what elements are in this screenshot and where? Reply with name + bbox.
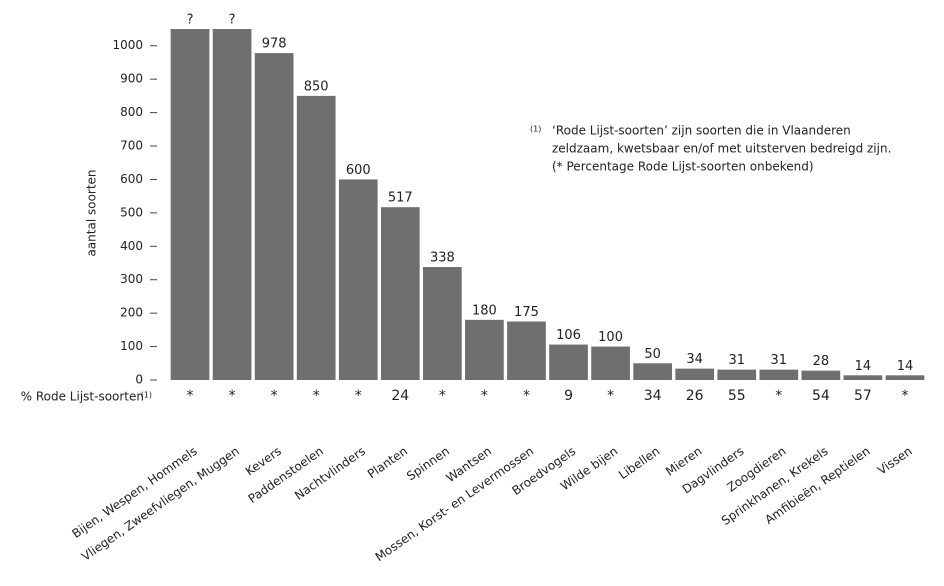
y-tick-label: 100: [120, 339, 143, 353]
row-value: 57: [854, 388, 872, 404]
row-value: *: [523, 388, 530, 404]
row-value: *: [355, 388, 362, 404]
footnote-line: ‘Rode Lijst-soorten’ zijn soorten die in…: [552, 124, 851, 138]
y-tick-label: 900: [120, 72, 143, 86]
value-label: 175: [514, 305, 539, 320]
bar: [801, 370, 841, 380]
row-value: *: [775, 388, 782, 404]
row-value: 55: [728, 388, 746, 404]
value-label: ?: [229, 13, 236, 28]
bar: [675, 368, 715, 380]
value-label: ?: [187, 13, 194, 28]
footnote-line: (* Percentage Rode Lijst-soorten onbeken…: [552, 160, 814, 174]
value-label: 600: [346, 163, 371, 178]
y-tick-label: 600: [120, 172, 143, 186]
row-value: *: [481, 388, 488, 404]
bar: [296, 95, 336, 380]
bar: [843, 375, 883, 380]
row-value: 34: [644, 388, 662, 404]
bar: [380, 207, 420, 380]
y-axis-label: aantal soorten: [85, 169, 99, 256]
value-label: 14: [897, 359, 914, 374]
row-label: % Rode Lijst-soorten: [21, 390, 144, 404]
value-label: 31: [728, 353, 745, 368]
row-value: 9: [564, 388, 573, 404]
bar: [633, 363, 672, 380]
value-label: 14: [855, 359, 872, 374]
bar: [170, 29, 210, 381]
bar: [423, 267, 462, 380]
value-label: 978: [262, 37, 287, 52]
bar: [465, 319, 504, 380]
bar: [549, 344, 588, 380]
footnote-marker: (1): [530, 125, 541, 134]
value-label: 31: [771, 353, 788, 368]
row-value: 54: [812, 388, 830, 404]
y-tick-label: 400: [120, 239, 143, 253]
y-tick-label: 700: [120, 139, 143, 153]
row-value: *: [901, 388, 908, 404]
bar: [885, 375, 925, 380]
y-tick-label: 1000: [112, 38, 143, 52]
bar: [338, 179, 378, 380]
value-label: 50: [644, 347, 661, 362]
row-label-note: (1): [141, 391, 152, 400]
bar: [591, 346, 630, 380]
y-tick-label: 0: [135, 373, 143, 387]
value-label: 338: [430, 251, 455, 266]
row-value: *: [313, 388, 320, 404]
bar: [759, 369, 799, 380]
bar: [212, 29, 252, 381]
row-value: *: [607, 388, 614, 404]
row-value: *: [439, 388, 446, 404]
value-label: 106: [556, 328, 581, 343]
y-tick-label: 200: [120, 306, 143, 320]
row-value: 24: [391, 388, 409, 404]
row-value: *: [271, 388, 278, 404]
y-tick-label: 300: [120, 272, 143, 286]
bar: [507, 321, 546, 380]
value-label: 100: [598, 330, 623, 345]
y-tick-label: 800: [120, 105, 143, 119]
value-label: 850: [304, 79, 329, 94]
bar: [254, 53, 294, 380]
value-label: 180: [472, 303, 497, 318]
value-label: 28: [813, 354, 830, 369]
row-value: 26: [686, 388, 704, 404]
row-value: *: [229, 388, 236, 404]
value-label: 34: [686, 352, 703, 367]
y-tick-label: 500: [120, 205, 143, 219]
value-label: 517: [388, 191, 413, 206]
footnote-line: zeldzaam, kwetsbaar en/of met uitsterven…: [552, 142, 891, 156]
bar: [717, 369, 757, 380]
row-value: *: [187, 388, 194, 404]
